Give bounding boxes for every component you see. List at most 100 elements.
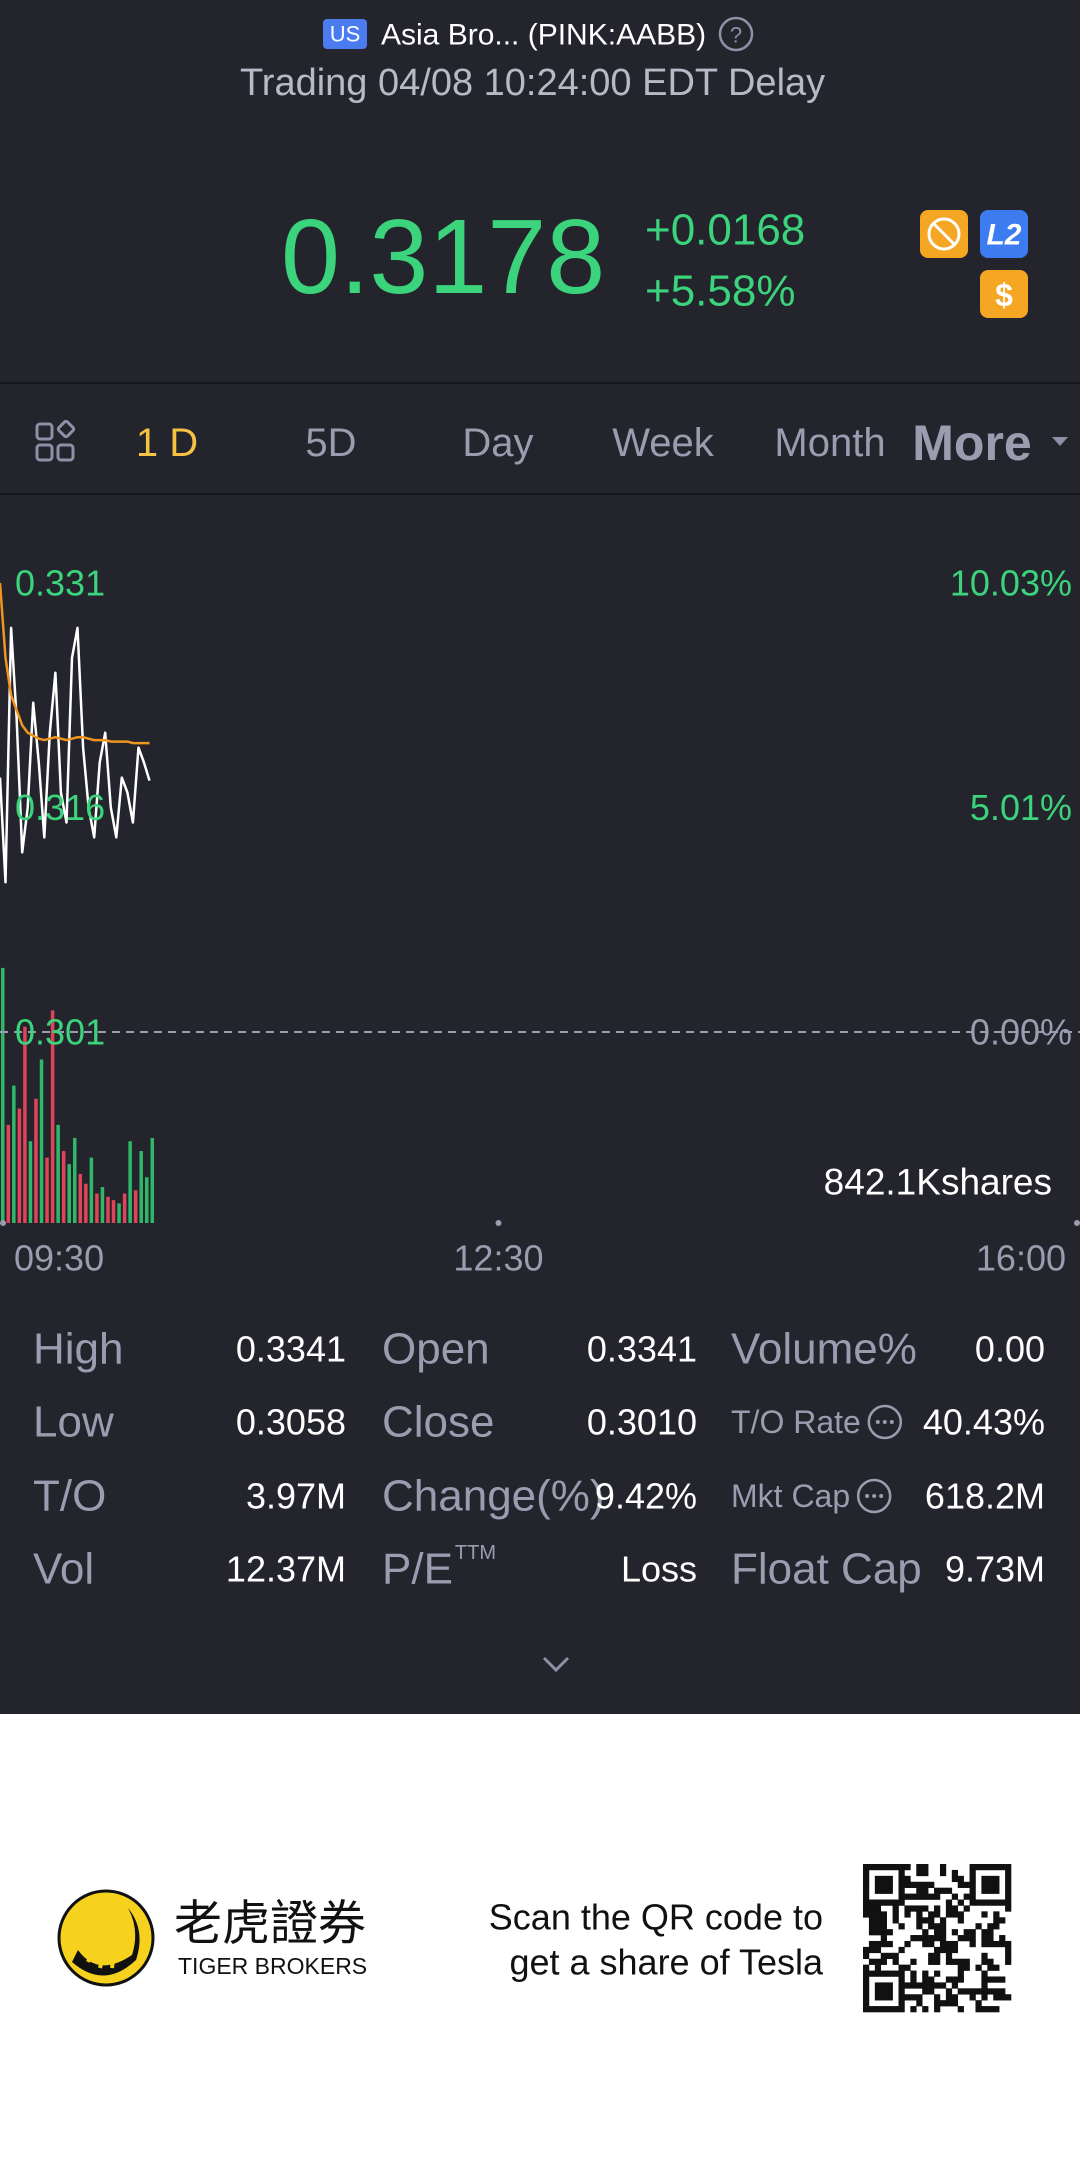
qr-module [987,1940,994,1948]
qr-module [922,1905,929,1912]
qr-module [886,1929,893,1936]
qr-module [874,1994,882,2001]
qr-module [863,1988,870,1995]
no-trade-icon[interactable] [920,210,968,258]
price-line [0,582,150,745]
qr-module [939,1864,947,1871]
qr-module [1005,1864,1012,1871]
expand-chevron[interactable] [542,1656,570,1673]
tab-bar: 1 D 5D Day Week Month More [136,415,1032,471]
info-icon[interactable] [867,1404,903,1440]
qr-module [951,1905,959,1912]
volume-bar [95,1193,99,1223]
qr-module [957,1935,964,1942]
qr-module [975,2000,982,2007]
market-badge [323,19,367,49]
qr-module [910,1982,917,1989]
tab[interactable]: Day [462,421,533,465]
stat-value: 0.3341 [587,1329,697,1370]
qr-module [981,1982,988,1989]
qr-module [892,1911,899,1918]
qr-module [975,1899,982,1906]
qr-module [916,1923,923,1930]
qr-module [939,1946,947,1954]
qr-module [916,1994,923,2001]
qr-module [999,1899,1006,1906]
qr-module [969,1893,976,1900]
qr-module [945,1905,953,1912]
info-icon[interactable] [856,1478,892,1514]
qr-module [939,1923,947,1930]
qr-module [868,1864,876,1871]
qr-module [922,1881,929,1888]
qr-module [874,1982,882,1989]
qr-module [922,1982,929,1989]
qr-module [886,1864,893,1871]
stock-name[interactable]: Asia Bro... (PINK:AABB) [381,19,706,52]
qr-module [880,1875,887,1883]
y2-tick-label: 5.01% [970,787,1072,828]
qr-module [928,1976,935,1983]
qr-module [934,1887,941,1894]
qr-module [874,1881,882,1888]
layout-icon[interactable] [35,419,76,462]
qr-module [898,1988,905,1995]
qr-module [934,1893,941,1900]
icon-cell [35,422,54,441]
qr-module [928,1923,935,1930]
qr-module [987,1935,994,1942]
qr-module [863,2006,870,2013]
qr-module [910,1881,917,1888]
qr-module [868,1940,876,1948]
qr-module [957,1988,964,1995]
help-icon[interactable] [718,16,754,52]
qr-module [951,1875,959,1883]
tab[interactable]: 5D [305,421,356,465]
qr-module [916,1917,923,1924]
qr-module [892,1970,899,1977]
stat-label: High [33,1325,124,1374]
qr-module [987,1976,994,1983]
x-tick-mark [1074,1220,1080,1226]
x-tick-label: 12:30 [453,1238,543,1279]
qr-module [880,1952,887,1960]
l2-badge[interactable] [980,210,1028,258]
help-text: ? [730,23,742,48]
qr-module [868,1917,876,1924]
qr-module [999,1935,1006,1942]
tab[interactable]: 1 D [136,421,198,465]
x-tick-mark [495,1220,502,1226]
qr-module [863,1905,870,1912]
qr-module [963,1964,970,1971]
volume-bar [100,1187,105,1223]
qr-module [916,1881,923,1888]
qr-module [945,1952,953,1960]
volume-bar [12,1085,16,1223]
qr-module [969,1869,976,1877]
qr-module [987,2006,994,2013]
icon-cell [35,443,54,462]
tab[interactable]: Week [612,421,715,465]
qr-module [874,1958,882,1965]
more-arrow[interactable] [1052,437,1068,446]
tab[interactable]: Month [774,421,885,465]
qr-module [874,1864,882,1871]
qr-module [987,1887,994,1894]
qr-module [981,1881,988,1888]
qr-module [963,1988,970,1995]
stat-value: 0.00 [975,1329,1045,1370]
qr-module [886,1875,893,1883]
qr-module [934,1929,941,1936]
volume-bar [106,1196,110,1223]
qr-module [951,1940,959,1948]
qr-module [981,1958,988,1965]
qr-module [945,2000,953,2007]
qr-module [863,1964,870,1971]
qr-module [904,1875,911,1883]
qr-module [892,1899,899,1906]
qr-module [957,1970,964,1977]
dollar-badge[interactable] [980,270,1028,318]
qr-module [934,1935,941,1942]
qr-module [863,1946,870,1954]
tab[interactable]: More [912,415,1031,471]
